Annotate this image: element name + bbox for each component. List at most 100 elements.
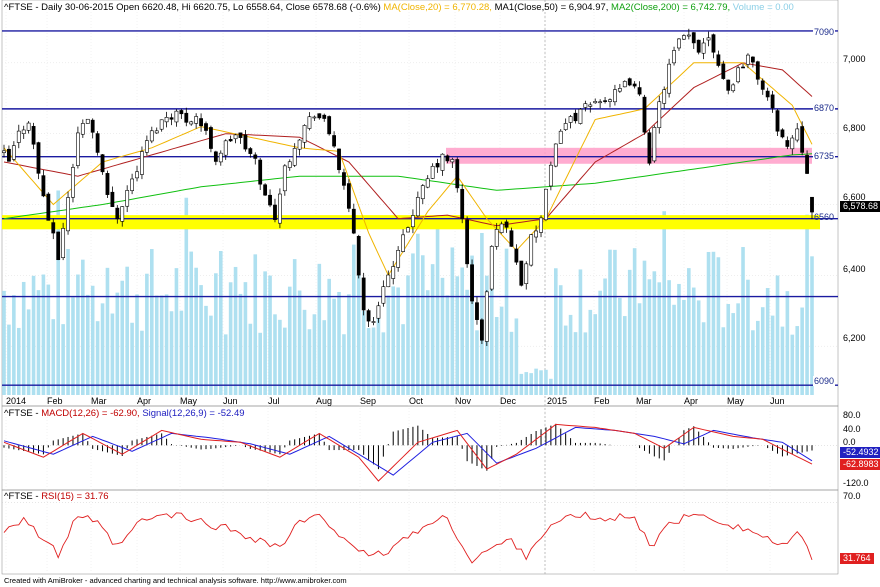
candle-body — [637, 87, 642, 95]
volume-bar — [283, 327, 287, 395]
candle-body — [780, 129, 785, 138]
candle-body — [248, 148, 253, 154]
volume-bar — [361, 310, 366, 395]
candle-body — [568, 116, 573, 123]
volume-bar — [489, 274, 494, 395]
volume-bar — [356, 270, 361, 395]
signal-value-badge: -52.4932 — [840, 447, 880, 458]
candle-body — [588, 104, 593, 107]
volume-bar — [140, 330, 144, 395]
candle-body — [366, 310, 371, 322]
candle-body — [391, 266, 396, 279]
level-label-7090: 7090 — [813, 27, 836, 37]
candle-body — [179, 110, 184, 115]
candle-body — [760, 80, 765, 90]
candle-body — [657, 101, 662, 128]
candle-body — [71, 167, 75, 198]
volume-bar — [608, 249, 612, 395]
candle-body — [499, 223, 504, 234]
candle-body — [682, 35, 686, 40]
volume-bar — [475, 330, 479, 395]
volume-bar — [41, 274, 46, 395]
macd-axis-tick: 80.0 — [843, 410, 861, 420]
volume-bar — [381, 332, 386, 395]
volume-bar — [228, 282, 233, 395]
candle-body — [445, 155, 450, 162]
candle-body — [135, 171, 139, 179]
candle-body — [120, 206, 125, 222]
volume-bar — [36, 290, 41, 395]
volume-bar — [677, 283, 681, 395]
candle-body — [755, 61, 760, 80]
candle-body — [85, 118, 90, 124]
volume-bar — [7, 324, 11, 395]
candle-body — [563, 123, 568, 130]
candle-body — [263, 184, 268, 196]
volume-bar — [613, 249, 617, 395]
volume-bar — [440, 277, 445, 395]
volume-bar — [470, 255, 474, 395]
volume-bar — [214, 273, 218, 395]
candle-body — [741, 66, 745, 69]
volume-bar — [662, 211, 666, 395]
level-label-6560: 6560 — [814, 212, 835, 222]
candle-body — [790, 137, 795, 150]
candle-body — [66, 197, 70, 232]
volume-bar — [174, 268, 179, 395]
price-axis-tick: 6,800 — [843, 123, 866, 133]
candle-body — [534, 230, 538, 238]
volume-bar — [209, 315, 213, 395]
level-label-6870: 6870 — [813, 103, 836, 113]
volume-bar — [115, 292, 120, 395]
volume-bar — [135, 294, 139, 395]
volume-bar — [672, 304, 676, 395]
candle-body — [26, 122, 31, 131]
volume-bar — [682, 299, 686, 395]
volume-bar — [391, 286, 396, 395]
candle-body — [746, 54, 750, 65]
volume-bar — [21, 281, 26, 395]
candle-body — [253, 154, 258, 159]
volume-bar — [696, 300, 701, 395]
volume-bar — [775, 275, 780, 395]
candle-body — [573, 112, 578, 122]
candle-body — [95, 133, 100, 153]
candle-body — [805, 155, 809, 174]
candle-body — [686, 34, 691, 37]
candle-body — [189, 121, 194, 125]
volume-bar — [445, 295, 450, 395]
price-header-ma50: MA1(Close,50) = 6,904.97, — [494, 2, 609, 13]
candle-body — [312, 116, 317, 119]
level-label-6090: 6090 — [813, 376, 836, 386]
volume-bar — [154, 295, 159, 395]
rsi-header-prefix: ^FTSE - — [4, 491, 42, 502]
volume-bar — [263, 271, 267, 395]
candle-body — [716, 54, 721, 66]
macd-axis-tick: 40.0 — [843, 424, 861, 434]
candle-body — [494, 229, 499, 247]
volume-bar — [258, 332, 262, 395]
candle-body — [46, 193, 51, 221]
volume-bar — [726, 303, 731, 395]
volume-bar — [573, 332, 578, 395]
candle-body — [169, 117, 174, 120]
volume-bar — [278, 319, 282, 395]
volume-bar — [736, 303, 740, 395]
candle-body — [213, 151, 218, 162]
candle-body — [465, 219, 470, 265]
volume-bar — [297, 290, 302, 395]
volume-bar — [233, 266, 238, 395]
candle-body — [115, 207, 120, 220]
volume-bar — [563, 325, 568, 395]
support-zone — [2, 215, 820, 230]
volume-bar — [401, 324, 405, 395]
candle-body — [273, 204, 277, 221]
x-label: Mar — [636, 396, 652, 406]
volume-bar — [760, 307, 765, 395]
footer-credit: Created with AmiBroker - advanced charti… — [4, 576, 347, 585]
volume-bar — [632, 248, 637, 395]
volume-bar — [352, 244, 356, 395]
price-header-symbol: ^FTSE - Daily 30-06-2015 Open 6620.48, H… — [4, 2, 381, 13]
candle-body — [785, 140, 790, 147]
candle-body — [475, 302, 479, 320]
